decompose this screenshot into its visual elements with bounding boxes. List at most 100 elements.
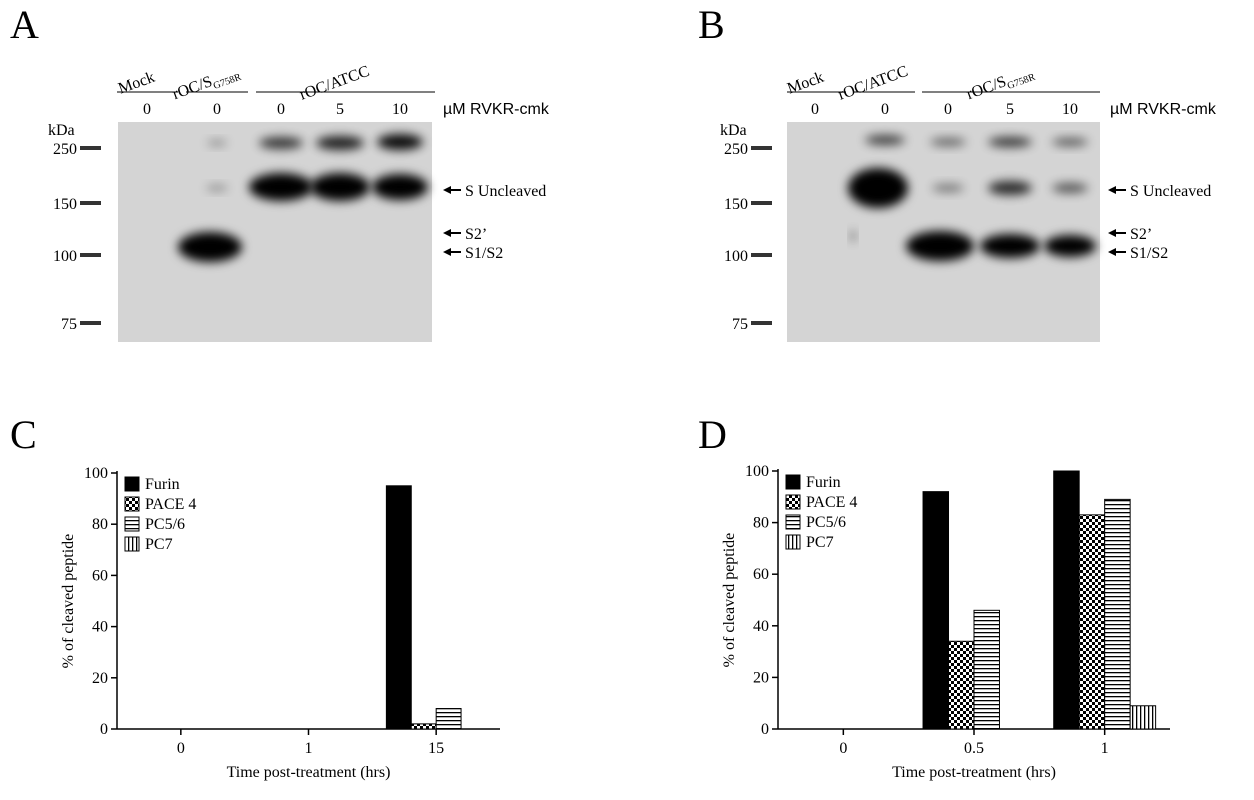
arrow xyxy=(443,248,461,256)
arrow xyxy=(1108,186,1126,194)
blot-band xyxy=(206,185,228,191)
x-tick-label: 1 xyxy=(1101,740,1109,757)
band-label: S1/S2 xyxy=(465,245,503,262)
marker-dash xyxy=(751,146,772,150)
marker-label: 150 xyxy=(724,196,748,213)
dose-label: 0 xyxy=(811,101,819,118)
blot-band xyxy=(1052,183,1088,193)
dose-label: 5 xyxy=(336,101,344,118)
panel-label: A xyxy=(10,2,39,47)
kda-label: kDa xyxy=(720,122,747,139)
panel-label: D xyxy=(698,412,727,457)
blot-band xyxy=(249,173,313,201)
group-label: Mock xyxy=(785,69,826,98)
blot-band xyxy=(932,184,964,192)
dose-label: 0 xyxy=(277,101,285,118)
x-tick-label: 0 xyxy=(839,740,847,757)
group-label: rOC/SG758R xyxy=(964,63,1037,106)
group-label: rOC/ATCC xyxy=(836,63,910,104)
arrow xyxy=(1108,248,1126,256)
legend-swatch xyxy=(785,534,801,550)
blot-band xyxy=(988,181,1032,195)
y-tick-label: 60 xyxy=(753,566,769,583)
bar xyxy=(948,640,975,730)
legend-swatch xyxy=(124,476,140,492)
y-tick-label: 20 xyxy=(753,669,769,686)
y-tick-label: 0 xyxy=(761,721,769,738)
band-label: S2’ xyxy=(1130,226,1152,243)
blot-band xyxy=(316,136,364,150)
group-label: rOC/ATCC xyxy=(297,63,371,104)
group-label-text: rOC/S xyxy=(964,73,1008,103)
group-label-sub: G758R xyxy=(1006,72,1037,92)
blot-band xyxy=(377,134,423,150)
x-tick-label: 1 xyxy=(305,740,313,757)
dose-label: 0 xyxy=(143,101,151,118)
dose-label: 0 xyxy=(213,101,221,118)
blot-band xyxy=(207,140,227,146)
y-axis-title: % of cleaved peptide xyxy=(60,534,77,669)
blot-band xyxy=(906,231,974,261)
kda-label: kDa xyxy=(48,122,75,139)
arrow xyxy=(443,186,461,194)
marker-dash xyxy=(80,321,101,325)
dose-label: 0 xyxy=(881,101,889,118)
bar xyxy=(435,708,462,730)
blot-band xyxy=(980,234,1040,258)
blot-band xyxy=(178,232,242,262)
group-label-text: rOC/ATCC xyxy=(836,63,910,104)
y-tick-label: 20 xyxy=(92,670,108,687)
arrow xyxy=(1108,229,1126,237)
marker-dash xyxy=(80,146,101,150)
legend-swatch xyxy=(785,474,801,490)
legend-label: Furin xyxy=(806,474,841,491)
marker-label: 150 xyxy=(53,196,77,213)
x-tick-label: 15 xyxy=(428,740,444,757)
band-label: S Uncleaved xyxy=(1130,183,1211,200)
marker-label: 100 xyxy=(53,248,77,265)
marker-label: 250 xyxy=(724,141,748,158)
marker-dash xyxy=(751,321,772,325)
y-tick-label: 100 xyxy=(84,465,108,482)
dose-unit: µM RVKR-cmk xyxy=(1110,101,1217,118)
dose-label: 10 xyxy=(1062,101,1078,118)
legend-label: PC5/6 xyxy=(145,516,185,533)
marker-dash xyxy=(751,201,772,205)
legend-label: PC7 xyxy=(145,536,173,553)
legend-swatch xyxy=(785,514,801,530)
y-tick-label: 40 xyxy=(753,618,769,635)
bar xyxy=(973,609,1000,730)
group-label-text: rOC/ATCC xyxy=(297,63,371,104)
marker-label: 100 xyxy=(724,248,748,265)
bar xyxy=(1104,498,1131,730)
bar xyxy=(410,723,437,730)
blot-band xyxy=(850,230,856,242)
bar xyxy=(1129,705,1157,730)
y-tick-label: 0 xyxy=(100,721,108,738)
y-axis-title: % of cleaved peptide xyxy=(721,533,738,668)
blot-band xyxy=(1044,235,1096,257)
marker-dash xyxy=(751,253,772,257)
band-label: S Uncleaved xyxy=(465,183,546,200)
dose-label: 0 xyxy=(944,101,952,118)
blot-band xyxy=(930,138,966,146)
blot-image xyxy=(118,122,432,342)
group-label: rOC/SG758R xyxy=(170,63,243,106)
marker-dash xyxy=(80,253,101,257)
y-tick-label: 80 xyxy=(753,515,769,532)
blot-band xyxy=(988,137,1032,147)
legend-label: PC5/6 xyxy=(806,514,846,531)
marker-label: 75 xyxy=(61,316,77,333)
legend-swatch xyxy=(124,536,140,552)
band-label: S2’ xyxy=(465,226,487,243)
x-tick-label: 0.5 xyxy=(964,740,984,757)
x-tick-label: 0 xyxy=(177,740,185,757)
marker-label: 75 xyxy=(732,316,748,333)
legend-label: PC7 xyxy=(806,534,834,551)
x-axis-title: Time post-treatment (hrs) xyxy=(892,764,1056,781)
group-label: Mock xyxy=(116,69,157,98)
panel-label: B xyxy=(698,2,725,47)
y-tick-label: 80 xyxy=(92,516,108,533)
group-label-text: Mock xyxy=(785,69,826,98)
